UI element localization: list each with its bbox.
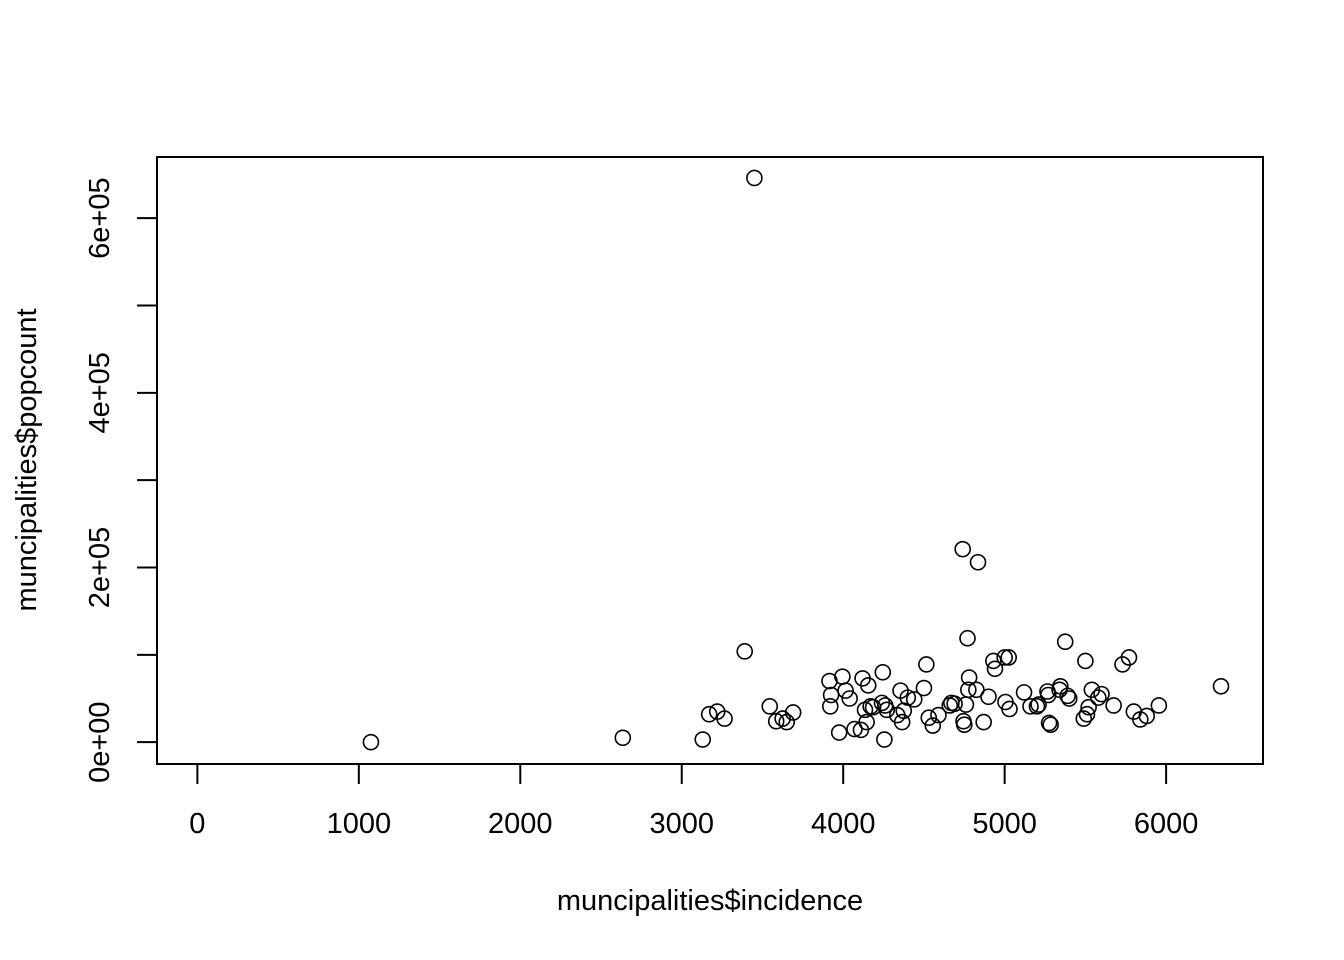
- data-point: [716, 710, 733, 727]
- data-point: [878, 701, 896, 719]
- data-point: [1040, 714, 1058, 732]
- data-point: [985, 652, 1002, 670]
- data-point: [986, 660, 1004, 678]
- data-point: [746, 169, 763, 187]
- y-tick-label: 2e+05: [84, 527, 116, 608]
- data-point: [920, 709, 938, 727]
- data-point: [1080, 698, 1097, 716]
- data-point: [1028, 698, 1046, 715]
- data-point: [1138, 707, 1156, 725]
- x-tick-label: 4000: [811, 808, 876, 840]
- data-point: [905, 691, 923, 708]
- data-point: [1022, 698, 1039, 715]
- data-point: [899, 689, 917, 706]
- y-tick-label: 0e+00: [84, 701, 116, 782]
- x-axis: 0 1000 2000 3000 4000 5000 6000: [189, 763, 1199, 840]
- data-point: [821, 698, 839, 715]
- data-point: [1078, 705, 1096, 723]
- data-point: [1105, 697, 1122, 714]
- data-point: [1000, 649, 1018, 666]
- data-point: [362, 733, 380, 751]
- data-point: [960, 669, 978, 686]
- x-tick-label: 0: [189, 808, 205, 840]
- data-point: [1212, 677, 1230, 695]
- y-tick-label: 4e+05: [84, 352, 116, 433]
- x-tick-label: 3000: [649, 808, 714, 840]
- data-point: [736, 643, 754, 660]
- data-point: [822, 686, 840, 704]
- data-point: [859, 677, 877, 694]
- data-point: [996, 649, 1013, 666]
- x-tick-label: 6000: [1134, 808, 1199, 840]
- data-point: [1039, 686, 1057, 704]
- data-point: [1120, 649, 1138, 666]
- data-point: [960, 681, 977, 699]
- data-point: [968, 681, 985, 699]
- data-point: [1056, 633, 1074, 651]
- data-point: [1150, 697, 1168, 714]
- data-point: [954, 540, 971, 558]
- data-point: [837, 682, 854, 699]
- data-point: [924, 717, 942, 734]
- data-point: [957, 696, 975, 713]
- y-axis: 0e+00 2e+05 4e+05 6e+05: [84, 177, 158, 783]
- data-point: [830, 724, 848, 741]
- data-point: [955, 716, 973, 733]
- data-point: [1030, 696, 1047, 713]
- x-tick-label: 5000: [972, 808, 1037, 840]
- x-tick-label: 2000: [488, 808, 553, 840]
- data-point: [946, 695, 963, 713]
- data-point: [1042, 716, 1059, 733]
- plot-frame: [156, 156, 1264, 765]
- data-points: [362, 169, 1230, 751]
- data-point: [784, 704, 802, 721]
- data-point: [700, 705, 718, 723]
- data-point: [694, 731, 712, 748]
- x-tick-label: 1000: [327, 808, 392, 840]
- data-point: [918, 656, 935, 673]
- data-point: [1090, 689, 1107, 706]
- data-point: [975, 713, 992, 731]
- data-point: [1060, 690, 1078, 707]
- data-point: [1093, 685, 1110, 703]
- data-point: [874, 663, 892, 681]
- data-point: [969, 553, 987, 571]
- data-point: [761, 698, 779, 715]
- data-point: [846, 720, 863, 738]
- data-point: [959, 629, 976, 647]
- data-point: [915, 679, 933, 697]
- data-point: [841, 690, 858, 707]
- data-point: [980, 688, 997, 706]
- data-point: [1077, 652, 1094, 670]
- data-point: [1059, 687, 1076, 705]
- data-point: [614, 729, 632, 747]
- x-axis-label: muncipalities$incidence: [557, 885, 863, 917]
- y-axis-label: muncipalities$popcount: [11, 308, 43, 611]
- y-tick-label: 6e+05: [84, 177, 116, 258]
- data-point: [876, 731, 893, 748]
- data-point: [1015, 684, 1033, 701]
- data-point: [930, 706, 947, 724]
- data-point: [1001, 700, 1018, 718]
- data-point: [893, 713, 911, 731]
- data-point: [1075, 710, 1093, 727]
- data-point: [858, 713, 875, 731]
- data-point: [834, 668, 851, 685]
